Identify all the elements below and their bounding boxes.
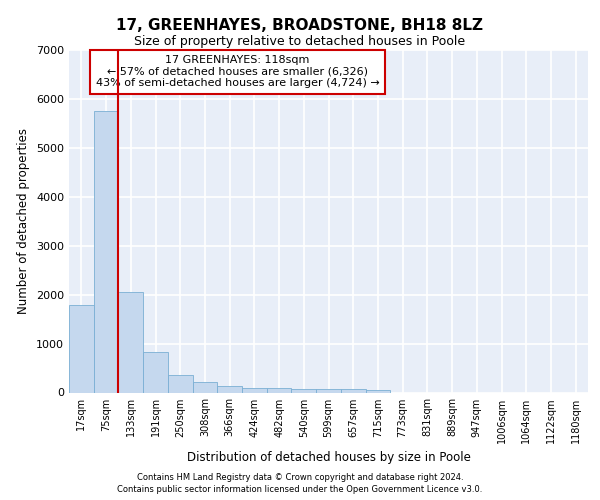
Bar <box>242 388 267 392</box>
Bar <box>316 389 341 392</box>
Bar <box>168 375 193 392</box>
Bar <box>365 390 390 392</box>
Text: 17 GREENHAYES: 118sqm
← 57% of detached houses are smaller (6,326)
43% of semi-d: 17 GREENHAYES: 118sqm ← 57% of detached … <box>96 55 380 88</box>
Bar <box>292 388 316 392</box>
Bar <box>341 390 365 392</box>
Text: 17, GREENHAYES, BROADSTONE, BH18 8LZ: 17, GREENHAYES, BROADSTONE, BH18 8LZ <box>116 18 484 32</box>
Bar <box>217 386 242 392</box>
Bar <box>118 292 143 392</box>
Bar <box>193 382 217 392</box>
Text: Contains HM Land Registry data © Crown copyright and database right 2024.
Contai: Contains HM Land Registry data © Crown c… <box>118 472 482 494</box>
Bar <box>143 352 168 393</box>
Y-axis label: Number of detached properties: Number of detached properties <box>17 128 31 314</box>
Text: Size of property relative to detached houses in Poole: Size of property relative to detached ho… <box>134 35 466 48</box>
Bar <box>69 306 94 392</box>
X-axis label: Distribution of detached houses by size in Poole: Distribution of detached houses by size … <box>187 451 470 464</box>
Bar <box>267 388 292 392</box>
Bar <box>94 111 118 392</box>
